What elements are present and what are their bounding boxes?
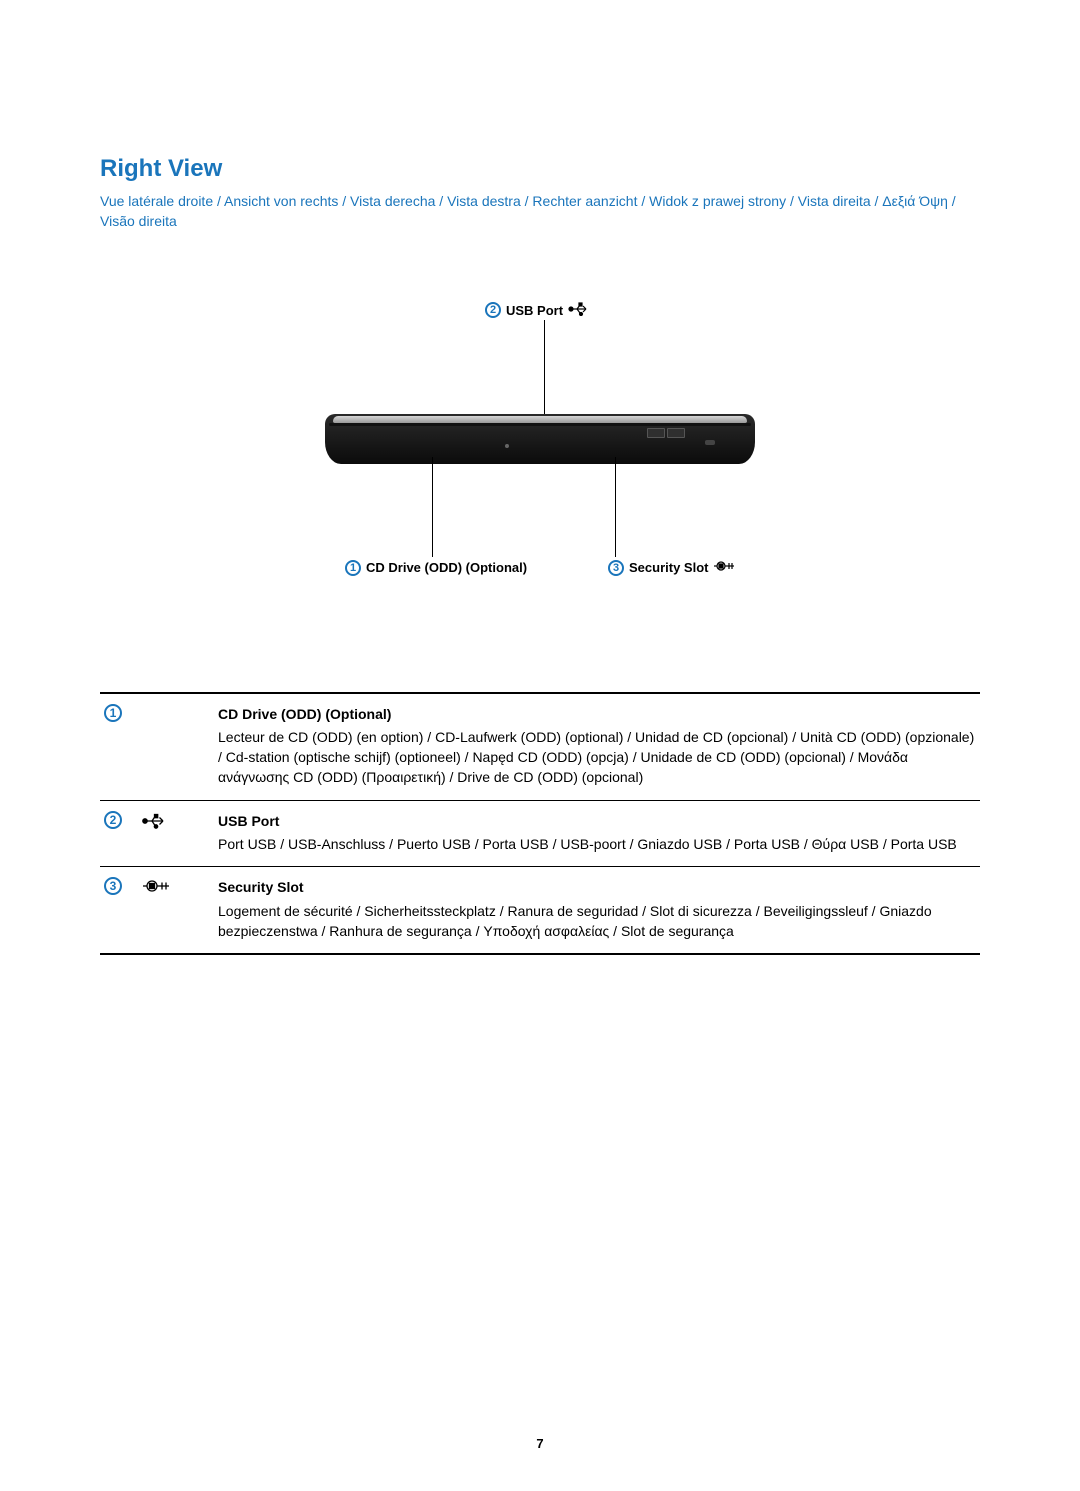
callout-num-1: 1 — [345, 560, 361, 576]
callout-usb: 2 USB Port — [485, 302, 590, 319]
callout-usb-label: USB Port — [506, 303, 563, 318]
row-title-3: Security Slot — [218, 877, 980, 897]
page-heading: Right View — [100, 155, 980, 183]
lock-icon — [713, 560, 735, 575]
table-row: 1 CD Drive (ODD) (Optional) Lecteur de C… — [100, 694, 980, 801]
row-title-1: CD Drive (ODD) (Optional) — [218, 704, 980, 724]
row-body-1: Lecteur de CD (ODD) (en option) / CD-Lau… — [218, 727, 980, 788]
table-row: 2 USB Port Port USB / USB-Anschluss / Pu… — [100, 801, 980, 868]
callout-odd: 1 CD Drive (ODD) (Optional) — [345, 560, 527, 576]
table-row: 3 Security Slot Logement de sécurité / S… — [100, 867, 980, 953]
callout-line-usb — [544, 320, 545, 426]
diagram: 2 USB Port 1 CD Drive (ODD) (Optional) 3… — [100, 302, 980, 662]
callout-line-odd — [432, 457, 433, 557]
callout-sec: 3 Security Slot — [608, 560, 735, 576]
callout-odd-label: CD Drive (ODD) (Optional) — [366, 560, 527, 575]
row-icon-1 — [142, 704, 218, 788]
callout-line-sec — [615, 457, 616, 557]
row-body-2: Port USB / USB-Anschluss / Puerto USB / … — [218, 834, 980, 854]
row-num-2: 2 — [104, 811, 122, 829]
page-subtitle: Vue latérale droite / Ansicht von rechts… — [100, 191, 980, 232]
row-title-2: USB Port — [218, 811, 980, 831]
row-body-3: Logement de sécurité / Sicherheitssteckp… — [218, 901, 980, 942]
row-num-1: 1 — [104, 704, 122, 722]
lock-icon — [142, 877, 218, 941]
row-num-3: 3 — [104, 877, 122, 895]
callout-num-2: 2 — [485, 302, 501, 318]
usb-icon — [568, 302, 590, 319]
usb-icon — [142, 811, 218, 855]
page-number: 7 — [0, 1436, 1080, 1451]
laptop-illustration — [325, 414, 755, 464]
callout-sec-label: Security Slot — [629, 560, 708, 575]
feature-table: 1 CD Drive (ODD) (Optional) Lecteur de C… — [100, 692, 980, 956]
callout-num-3: 3 — [608, 560, 624, 576]
